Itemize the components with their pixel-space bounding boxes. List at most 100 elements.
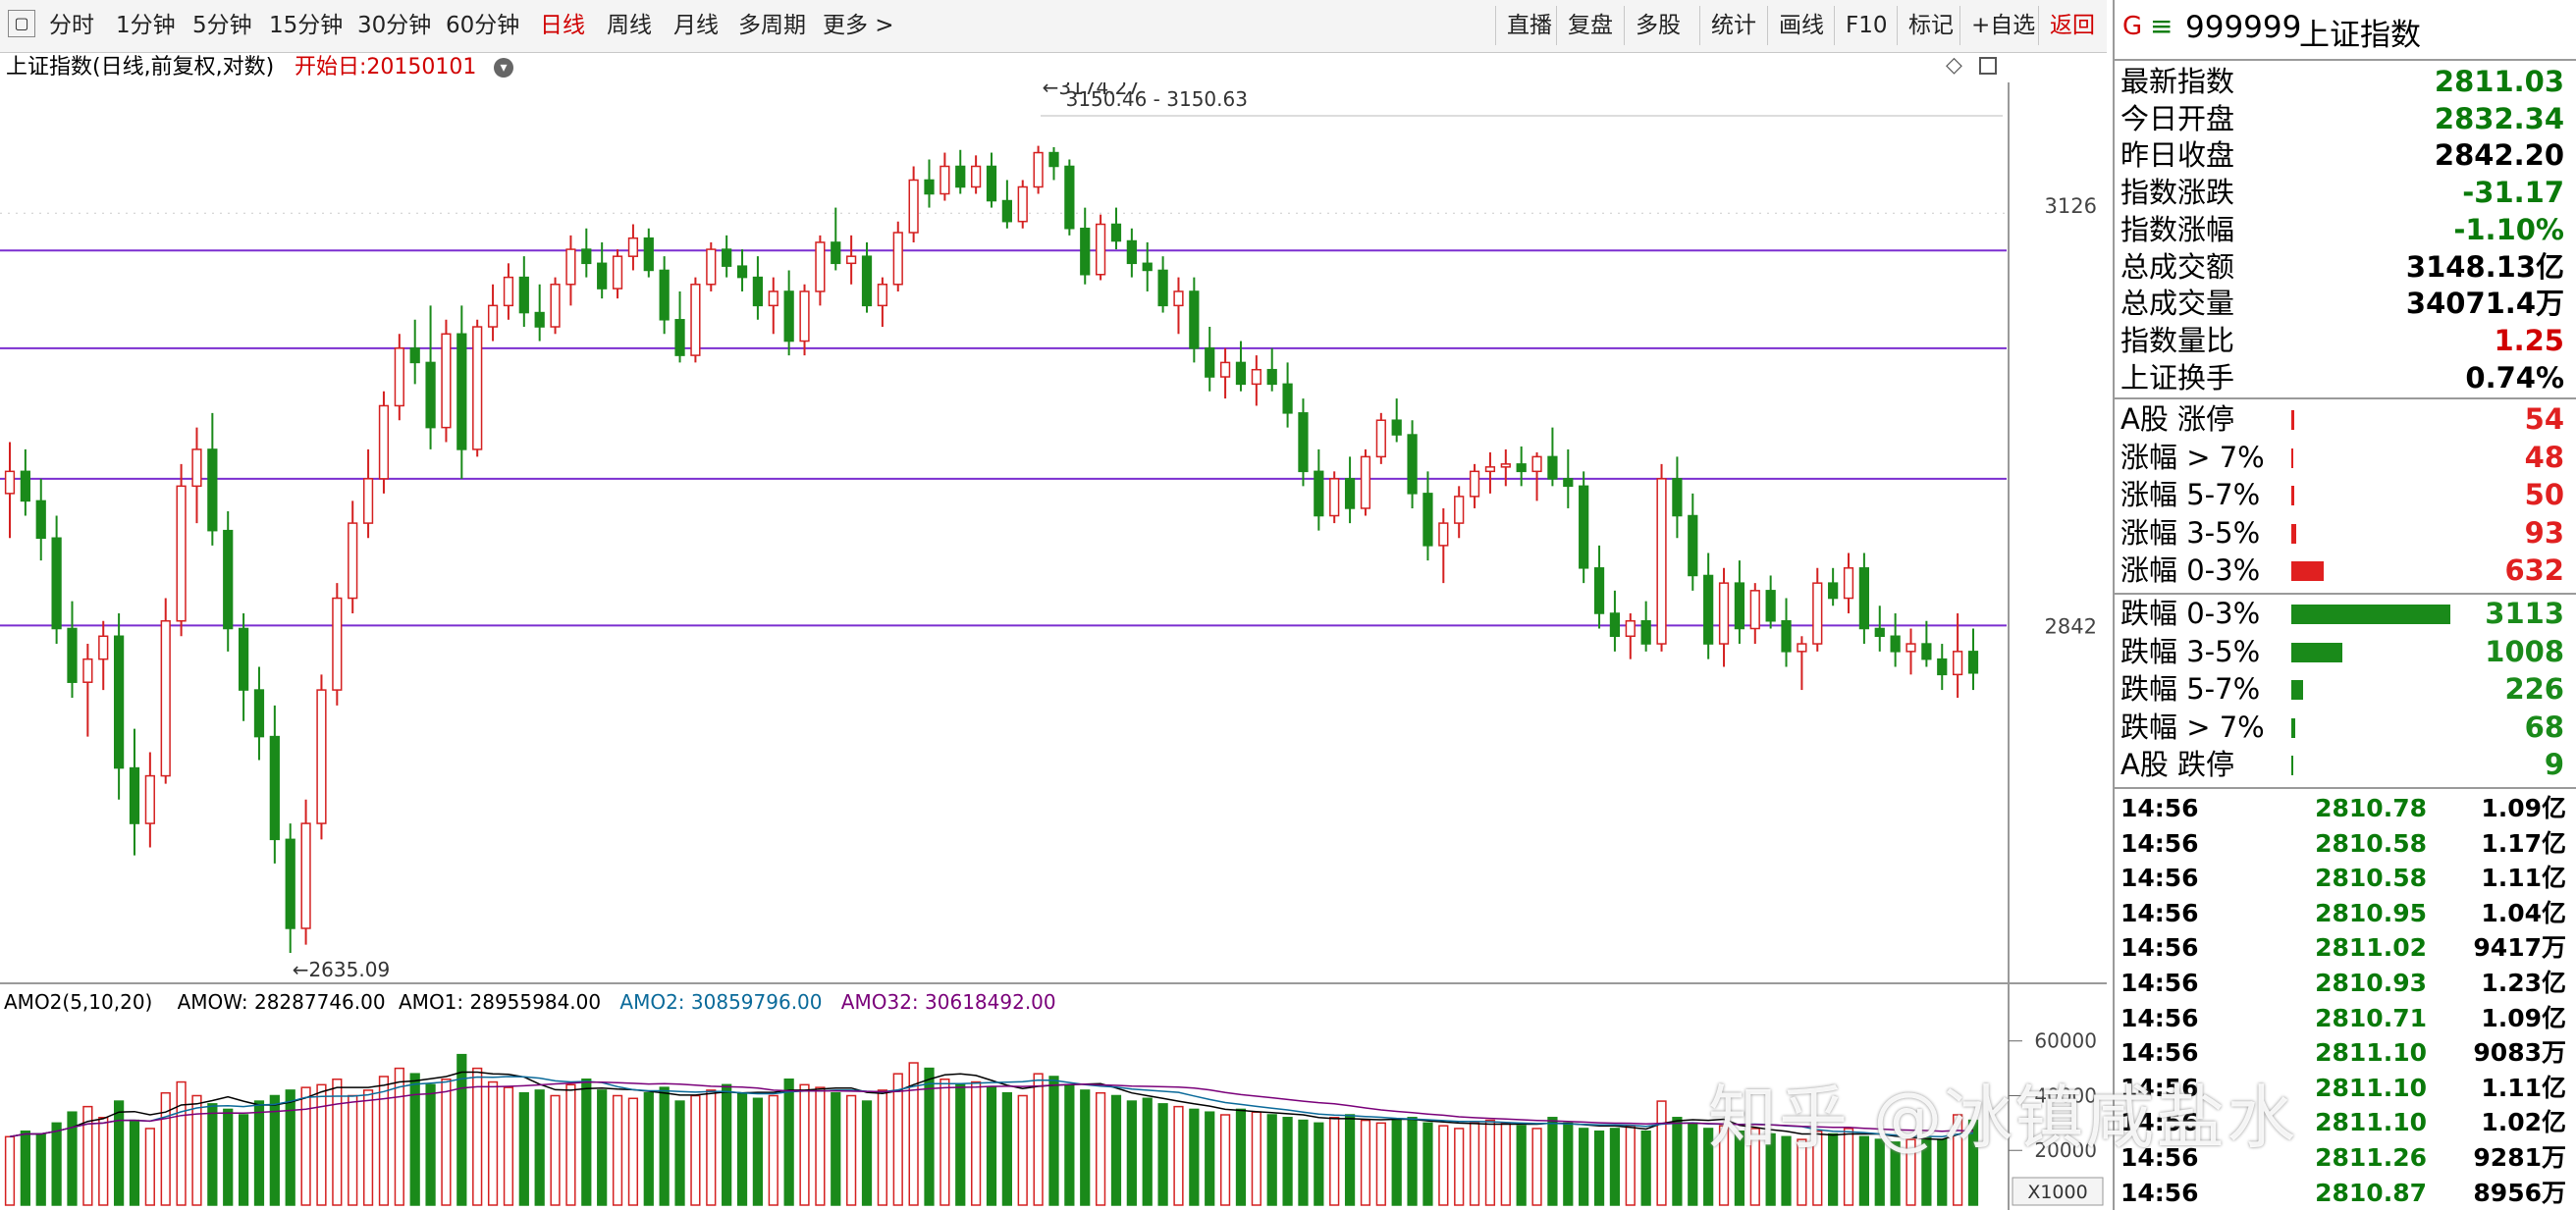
volume-bar bbox=[487, 1080, 499, 1206]
tick-price: 2811.10 bbox=[2315, 1108, 2427, 1137]
volume-bar bbox=[1360, 1119, 1371, 1206]
volume-bar bbox=[1688, 1122, 1698, 1206]
candle-body bbox=[332, 597, 343, 691]
volume-bar bbox=[503, 1086, 514, 1206]
chevron-down-icon[interactable]: ▾ bbox=[494, 58, 513, 78]
toolbar-button[interactable]: 返回 bbox=[2050, 13, 2095, 38]
candle-body bbox=[1360, 455, 1371, 509]
candle bbox=[550, 277, 561, 335]
volume-bar bbox=[1812, 1130, 1823, 1206]
candle bbox=[98, 620, 109, 691]
candle-body bbox=[1407, 434, 1418, 495]
quote-row: 指数量比 1.25 bbox=[2115, 322, 2576, 359]
tick-volume: 1.11亿 bbox=[2481, 864, 2566, 893]
candle bbox=[1080, 207, 1091, 285]
candle bbox=[612, 249, 623, 299]
toolbar-button[interactable]: F10 bbox=[1846, 13, 1888, 38]
toolbar-button[interactable]: +自选 bbox=[1971, 13, 2036, 38]
candle-body bbox=[831, 241, 841, 265]
candle-body bbox=[939, 165, 950, 195]
toolbar-button[interactable]: 直播 bbox=[1507, 13, 1552, 38]
price-axis-label: 2842 bbox=[2045, 614, 2097, 638]
candle-body bbox=[300, 822, 311, 929]
period-tab[interactable]: 15分钟 bbox=[269, 13, 344, 38]
candle-body bbox=[1672, 478, 1683, 517]
tick-price: 2810.58 bbox=[2315, 828, 2427, 858]
volume-bar bbox=[1001, 1091, 1012, 1206]
breadth-row: 跌幅 0-3% 3113 bbox=[2115, 595, 2576, 632]
candle-body bbox=[1266, 368, 1277, 386]
volume-bar bbox=[815, 1086, 826, 1206]
diamond-icon[interactable]: ◇ bbox=[1946, 53, 1962, 78]
menu-icon[interactable]: ≡ bbox=[2150, 10, 2174, 42]
candle-body bbox=[1017, 185, 1028, 223]
candle bbox=[113, 612, 125, 800]
quote-value: 0.74% bbox=[2465, 360, 2564, 395]
maximize-icon[interactable] bbox=[1979, 57, 1997, 75]
volume-bar bbox=[1484, 1119, 1496, 1206]
volume-bar bbox=[1064, 1083, 1075, 1206]
period-tab[interactable]: 日线 bbox=[540, 13, 585, 38]
candle bbox=[223, 510, 234, 652]
volume-bar bbox=[1516, 1125, 1527, 1206]
price-axis-label: 3126 bbox=[2045, 194, 2097, 218]
volume-bar bbox=[924, 1067, 935, 1206]
toolbar-button[interactable]: 画线 bbox=[1779, 13, 1824, 38]
candle-body bbox=[861, 255, 873, 307]
toolbar-separator bbox=[1699, 6, 1700, 45]
candle-body bbox=[1344, 478, 1356, 509]
candle bbox=[534, 284, 545, 342]
candle bbox=[362, 448, 374, 539]
candle bbox=[1469, 463, 1480, 508]
period-tab[interactable]: 5分钟 bbox=[192, 13, 252, 38]
volume-bar bbox=[627, 1097, 639, 1206]
toolbar-button[interactable]: 标记 bbox=[1908, 13, 1954, 38]
candle bbox=[1905, 628, 1916, 675]
toolbar-button[interactable]: 统计 bbox=[1711, 13, 1756, 38]
period-tab[interactable]: 周线 bbox=[607, 13, 652, 38]
candle-body bbox=[1781, 619, 1792, 653]
toolbar-button[interactable]: 多股 bbox=[1636, 13, 1681, 38]
quote-value: 2832.34 bbox=[2434, 101, 2564, 135]
candle bbox=[846, 235, 857, 285]
window-icon[interactable]: ▢ bbox=[8, 10, 35, 37]
candle bbox=[736, 249, 748, 291]
candle bbox=[877, 277, 888, 328]
tick-price: 2810.78 bbox=[2315, 794, 2427, 822]
candle-body bbox=[1095, 223, 1106, 276]
period-tab[interactable]: 月线 bbox=[673, 13, 719, 38]
volume-bar bbox=[269, 1094, 280, 1206]
volume-bar bbox=[129, 1119, 140, 1206]
volume-bar bbox=[550, 1094, 561, 1206]
volume-bar bbox=[191, 1094, 202, 1206]
toolbar-button[interactable]: 复盘 bbox=[1568, 13, 1613, 38]
candle-body bbox=[1797, 643, 1807, 653]
candle-body bbox=[581, 248, 592, 265]
period-tab[interactable]: 分时 bbox=[49, 13, 94, 38]
volume-indicator-label: AMO1: 28955984.00 bbox=[399, 990, 601, 1014]
volume-bar bbox=[285, 1089, 295, 1206]
volume-bar bbox=[659, 1086, 670, 1206]
tick-time: 14:56 bbox=[2120, 794, 2199, 822]
volume-bar bbox=[253, 1100, 265, 1206]
candle bbox=[1563, 448, 1574, 508]
candle-body bbox=[1812, 582, 1823, 645]
breadth-label: 涨幅 5-7% bbox=[2120, 478, 2261, 511]
candle-body bbox=[659, 269, 670, 321]
candle-body bbox=[1314, 470, 1324, 517]
period-tab[interactable]: 60分钟 bbox=[446, 13, 520, 38]
period-tab[interactable]: 1分钟 bbox=[116, 13, 176, 38]
volume-bar bbox=[1781, 1135, 1792, 1206]
quote-label: 总成交量 bbox=[2120, 287, 2235, 321]
period-tab[interactable]: 30分钟 bbox=[357, 13, 432, 38]
candle-body bbox=[348, 522, 358, 600]
watermark: 知乎 @冰镇咸盐水 bbox=[1708, 1078, 2298, 1158]
period-tab[interactable]: 更多 > bbox=[823, 13, 894, 38]
breadth-value: 1008 bbox=[2485, 634, 2564, 668]
candle bbox=[752, 256, 764, 320]
period-tab[interactable]: 多周期 bbox=[738, 13, 806, 38]
candle bbox=[441, 319, 452, 443]
candle-body bbox=[1688, 514, 1698, 577]
low-annotation: ←2635.09 bbox=[293, 958, 390, 981]
